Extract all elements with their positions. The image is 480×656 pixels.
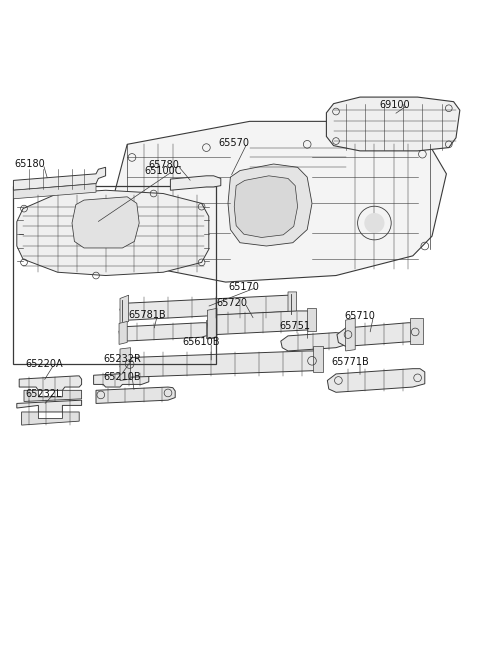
Text: 65720: 65720 (216, 298, 247, 308)
Polygon shape (120, 351, 321, 377)
Polygon shape (17, 190, 209, 276)
Bar (13, 186, 216, 364)
Polygon shape (410, 318, 423, 344)
Polygon shape (13, 167, 106, 190)
Polygon shape (72, 197, 139, 248)
Polygon shape (207, 311, 314, 335)
Polygon shape (17, 400, 82, 412)
Polygon shape (96, 387, 175, 403)
Polygon shape (228, 164, 312, 246)
Polygon shape (119, 321, 127, 344)
Polygon shape (206, 320, 214, 338)
Polygon shape (119, 323, 210, 341)
Polygon shape (19, 376, 82, 390)
Text: 65232L: 65232L (25, 388, 62, 399)
Text: 65780: 65780 (149, 160, 180, 171)
Polygon shape (94, 373, 149, 387)
Polygon shape (170, 176, 221, 190)
Text: 65180: 65180 (14, 159, 45, 169)
Polygon shape (234, 176, 298, 237)
Polygon shape (288, 292, 297, 318)
Polygon shape (120, 295, 293, 320)
Polygon shape (326, 97, 460, 151)
Text: 65751: 65751 (279, 321, 311, 331)
Text: 65100C: 65100C (144, 166, 181, 176)
Polygon shape (120, 348, 131, 380)
Text: 65170: 65170 (228, 282, 259, 293)
Polygon shape (120, 295, 129, 325)
Text: 65710: 65710 (345, 311, 375, 321)
Text: 65610B: 65610B (182, 337, 220, 348)
Circle shape (171, 211, 194, 235)
Polygon shape (337, 323, 422, 346)
Circle shape (364, 213, 384, 233)
Polygon shape (24, 390, 82, 401)
Polygon shape (281, 333, 345, 351)
Polygon shape (13, 184, 96, 199)
Polygon shape (327, 369, 425, 392)
Polygon shape (307, 308, 316, 331)
Polygon shape (22, 412, 79, 425)
Text: 65771B: 65771B (331, 357, 369, 367)
Text: 65570: 65570 (218, 138, 250, 148)
Polygon shape (115, 121, 446, 282)
Text: 65781B: 65781B (129, 310, 166, 320)
Polygon shape (346, 318, 355, 351)
Text: 65220A: 65220A (25, 359, 63, 369)
Text: 65232R: 65232R (103, 354, 141, 365)
Polygon shape (313, 346, 323, 372)
Polygon shape (207, 308, 217, 339)
Text: 65210B: 65210B (103, 371, 141, 382)
Text: 69100: 69100 (379, 100, 410, 110)
